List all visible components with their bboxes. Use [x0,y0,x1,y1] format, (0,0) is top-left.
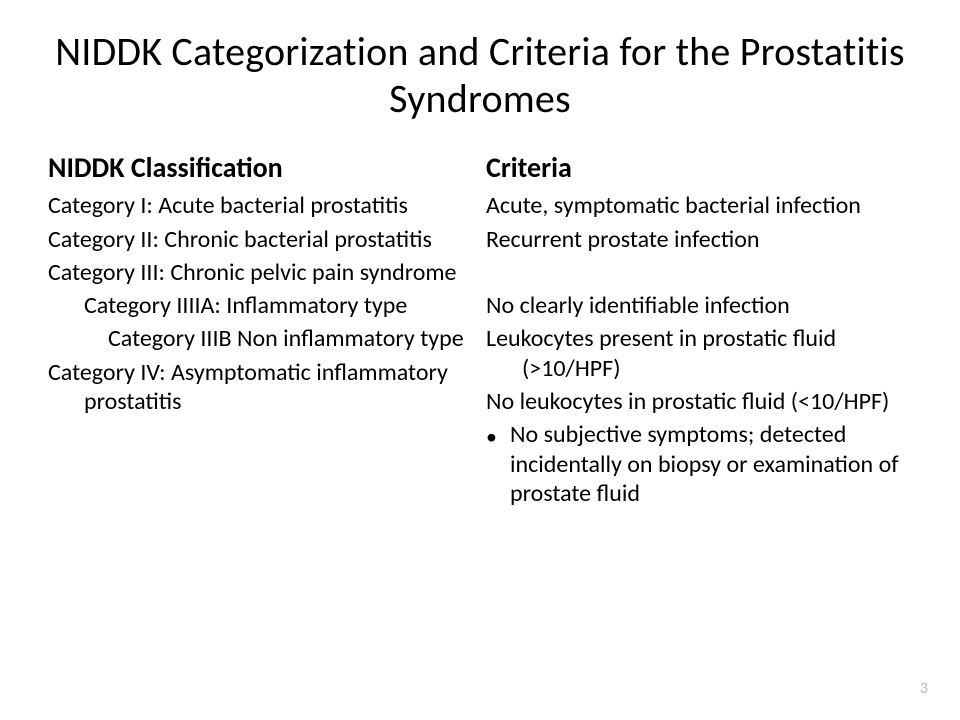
bullet-icon: • [486,420,510,451]
criteria-item [486,258,912,287]
right-column: Criteria Acute, symptomatic bacterial in… [486,150,912,512]
classification-item: Category III: Chronic pelvic pain syndro… [48,258,474,287]
criteria-item: No leukocytes in prostatic fluid (<10/HP… [486,387,912,416]
page-number: 3 [920,679,928,698]
right-heading: Criteria [486,150,912,185]
left-heading: NIDDK Classification [48,150,474,185]
left-body: Category I: Acute bacterial prostatitis … [48,191,474,416]
slide-title: NIDDK Categorization and Criteria for th… [48,28,912,122]
classification-item: Category II: Chronic bacterial prostatit… [48,225,474,254]
slide: NIDDK Categorization and Criteria for th… [0,0,960,720]
criteria-bullet-text: No subjective symptoms; detected inciden… [510,420,912,508]
classification-subitem: Category IIIIA: Inflammatory type [48,291,474,320]
criteria-item: Acute, symptomatic bacterial infection [486,191,912,220]
criteria-bullet-item: • No subjective symptoms; detected incid… [486,420,912,508]
criteria-item: Recurrent prostate infection [486,225,912,254]
two-column-layout: NIDDK Classification Category I: Acute b… [48,150,912,512]
classification-item: Category IV: Asymptomatic inflammatory p… [48,358,474,417]
criteria-item: No clearly identifiable infection [486,291,912,320]
classification-subitem: Category IIIB Non inflammatory type [48,324,474,353]
classification-item: Category I: Acute bacterial prostatitis [48,191,474,220]
left-column: NIDDK Classification Category I: Acute b… [48,150,474,512]
criteria-item: Leukocytes present in prostatic fluid (>… [486,324,912,383]
right-body: Acute, symptomatic bacterial infection R… [486,191,912,508]
